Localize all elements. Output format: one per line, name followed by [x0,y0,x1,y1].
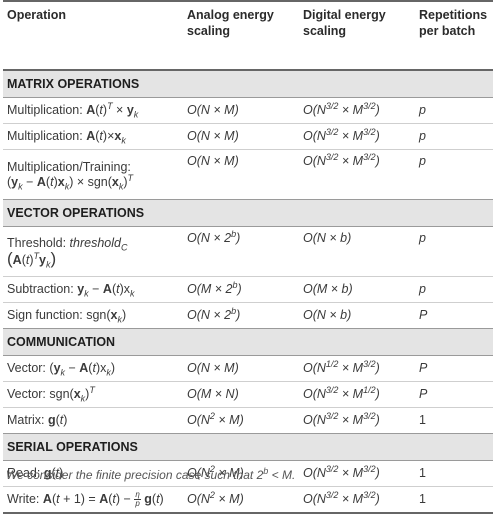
digital-cell: O(N × b) [299,226,415,277]
digital-cell: O(N1/2 × M3/2) [299,355,415,382]
table-row: Multiplication: A(t)×xk O(N × M) O(N3/2 … [3,123,493,150]
reps-cell: p [415,276,493,303]
analog-cell: O(N × 2b) [183,226,299,277]
operation-cell: Subtraction: yk − A(t)xk [3,276,183,303]
section-serial: SERIAL OPERATIONS [3,433,493,461]
analog-cell: O(M × N) [183,381,299,408]
operation-cell: Multiplication/Training: (yk − A(t)xk) × … [7,159,134,191]
operation-cell: Sign function: sgn(xk) [7,308,127,325]
reps-cell: P [415,381,493,408]
section-matrix: MATRIX OPERATIONS [3,69,493,98]
table-row: Sign function: sgn(xk) O(N × 2b) O(N × b… [3,303,493,329]
analog-cell: O(N × M) [183,97,299,124]
digital-cell: O(M × b) [299,276,415,303]
section-row: COMMUNICATION [3,328,493,356]
analog-cell: O(M × 2b) [183,276,299,303]
reps-cell: p [415,226,493,277]
header-analog: Analog energy scaling [187,8,274,38]
table-header-row: Operation Analog energy scaling Digital … [3,1,493,70]
table-row: Vector: sgn(xk)T O(M × N) O(N3/2 × M1/2)… [3,381,493,408]
operation-cell: Matrix: g(t) [7,413,68,427]
reps-cell: 1 [415,486,493,514]
digital-cell: O(N3/2 × M3/2) [299,486,415,514]
section-communication: COMMUNICATION [3,328,493,356]
analog-cell: O(N2 × M) [183,460,299,487]
analog-cell: O(N × M) [183,123,299,150]
operation-cell: Multiplication: A(t)T × yk [3,97,183,124]
table-row: Matrix: g(t) O(N2 × M) O(N3/2 × M3/2) 1 [3,408,493,434]
section-row: VECTOR OPERATIONS [3,199,493,227]
section-vector: VECTOR OPERATIONS [3,199,493,227]
digital-cell: O(N3/2 × M1/2) [299,381,415,408]
reps-cell: 1 [415,460,493,487]
digital-cell: O(N × b) [303,308,352,322]
section-row: MATRIX OPERATIONS [3,69,493,98]
reps-cell: p [415,123,493,150]
operation-cell: Vector: sgn(xk)T [3,381,183,408]
digital-cell: O(N3/2 × M3/2) [303,151,380,168]
energy-scaling-table: Operation Analog energy scaling Digital … [3,0,493,514]
table-row: Read: g(t) O(N2 × M) O(N3/2 × M3/2) 1 [3,460,493,487]
digital-cell: O(N3/2 × M3/2) [299,123,415,150]
table-row: Multiplication: A(t)T × yk O(N × M) O(N3… [3,97,493,124]
reps-cell: p [419,154,426,168]
table-row: Multiplication/Training: (yk − A(t)xk) × … [3,150,493,200]
section-row: SERIAL OPERATIONS [3,433,493,461]
operation-cell: Read: g(t) [3,460,183,487]
analog-cell: O(N2 × M) [187,410,244,427]
table-row: Subtraction: yk − A(t)xk O(M × 2b) O(M ×… [3,276,493,303]
digital-cell: O(N3/2 × M3/2) [303,410,380,427]
operation-cell: Vector: (yk − A(t)xk) [3,355,183,382]
table-row: Threshold: thresholdC (A(t)Tyk) O(N × 2b)… [3,226,493,277]
analog-cell: O(N2 × M) [183,486,299,514]
reps-cell: 1 [419,413,426,427]
table-row: Vector: (yk − A(t)xk) O(N × M) O(N1/2 × … [3,355,493,382]
header-repetitions: Repetitions per batch [419,8,488,38]
operation-cell: Threshold: thresholdC (A(t)Tyk) [3,226,183,277]
table-page: Operation Analog energy scaling Digital … [3,1,493,514]
reps-cell: p [415,97,493,124]
table-footnote: We consider the finite precision case su… [6,466,296,483]
header-digital: Digital energy scaling [303,8,386,38]
digital-cell: O(N3/2 × M3/2) [299,97,415,124]
header-operation: Operation [7,8,67,22]
analog-cell: O(N × M) [187,154,239,168]
reps-cell: P [419,308,428,322]
digital-cell: O(N3/2 × M3/2) [299,460,415,487]
analog-cell: O(N × M) [183,355,299,382]
reps-cell: P [415,355,493,382]
analog-cell: O(N × 2b) [187,305,241,322]
operation-cell: Multiplication: A(t)×xk [3,123,183,150]
